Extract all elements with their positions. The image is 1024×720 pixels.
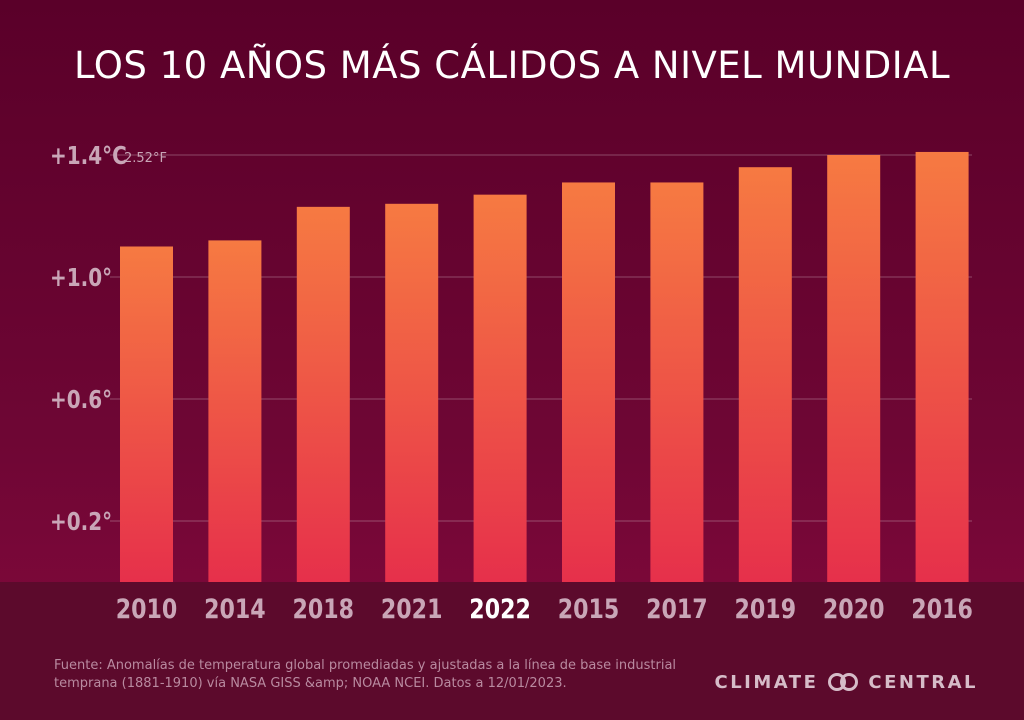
bar-2020 bbox=[827, 155, 881, 582]
y-tick-note: 2.52°F bbox=[124, 151, 167, 166]
x-tick-label: 2014 bbox=[204, 593, 266, 625]
brand-logo: CLIMATE CENTRAL bbox=[714, 670, 978, 694]
x-tick-label: 2022 bbox=[469, 593, 531, 625]
bar-2022 bbox=[473, 194, 527, 582]
y-tick-label: +1.4°C bbox=[50, 142, 127, 171]
x-tick-label: 2010 bbox=[116, 593, 178, 625]
bar-2021 bbox=[385, 203, 439, 583]
bar-2015 bbox=[562, 182, 615, 582]
x-tick-label: 2019 bbox=[735, 593, 797, 625]
linked-rings-icon bbox=[828, 673, 859, 691]
x-tick-label: 2016 bbox=[911, 593, 973, 625]
y-tick-label: +1.0° bbox=[50, 264, 112, 293]
source-note: Fuente: Anomalías de temperatura global … bbox=[54, 658, 677, 691]
bar-2014 bbox=[208, 240, 262, 582]
bar-2010 bbox=[120, 246, 173, 582]
footer-band bbox=[0, 582, 1024, 720]
x-tick-label: 2018 bbox=[293, 593, 355, 625]
chart-title: LOS 10 AÑOS MÁS CÁLIDOS A NIVEL MUNDIAL bbox=[73, 44, 951, 87]
bar-2018 bbox=[296, 206, 350, 582]
y-tick-label: +0.6° bbox=[50, 386, 112, 415]
x-tick-label: 2017 bbox=[646, 593, 708, 625]
x-tick-label: 2021 bbox=[381, 593, 443, 625]
x-tick-label: 2015 bbox=[558, 593, 620, 625]
x-tick-label: 2020 bbox=[823, 593, 885, 625]
bar-2019 bbox=[738, 167, 792, 582]
brand-left-text: CLIMATE bbox=[714, 671, 819, 693]
brand-right-text: CENTRAL bbox=[868, 671, 978, 693]
bar-2017 bbox=[650, 182, 704, 582]
y-tick-label: +0.2° bbox=[50, 508, 112, 537]
bar-2016 bbox=[915, 151, 969, 582]
